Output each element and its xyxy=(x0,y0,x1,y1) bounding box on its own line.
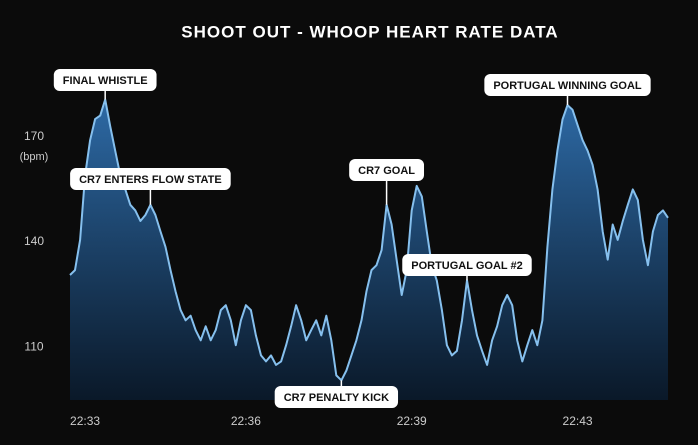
annotation-box xyxy=(484,74,651,96)
annotation-box xyxy=(274,386,399,408)
annotation-text: CR7 GOAL xyxy=(358,165,415,177)
annotation: CR7 PENALTY KICK xyxy=(274,386,399,408)
annotation-text: PORTUGAL GOAL #2 xyxy=(411,260,522,272)
annotation-box xyxy=(53,69,157,91)
annotation: CR7 ENTERS FLOW STATE xyxy=(70,168,231,190)
annotation-text: CR7 PENALTY KICK xyxy=(284,392,389,404)
y-tick-label: 170 xyxy=(24,129,44,143)
annotation: FINAL WHISTLE xyxy=(53,69,157,91)
x-tick-label: 22:33 xyxy=(70,414,100,428)
annotation-box xyxy=(402,254,532,276)
area-fill xyxy=(70,99,668,400)
annotation: CR7 GOAL xyxy=(349,159,425,181)
annotation: PORTUGAL WINNING GOAL xyxy=(484,74,651,96)
annotation-text: PORTUGAL WINNING GOAL xyxy=(493,80,642,92)
annotation-box xyxy=(349,159,425,181)
annotation-text: CR7 ENTERS FLOW STATE xyxy=(79,174,222,186)
x-tick-label: 22:36 xyxy=(231,414,261,428)
annotation-box xyxy=(70,168,231,190)
x-tick-label: 22:39 xyxy=(397,414,427,428)
x-tick-label: 22:43 xyxy=(563,414,593,428)
annotation-text: FINAL WHISTLE xyxy=(63,75,148,87)
annotation: PORTUGAL GOAL #2 xyxy=(402,254,532,276)
y-tick-label: 140 xyxy=(24,234,44,248)
heart-rate-line xyxy=(69,98,669,382)
y-axis-label: (bpm) xyxy=(20,151,49,163)
chart-title: SHOOT OUT - WHOOP HEART RATE DATA xyxy=(181,22,558,41)
y-tick-label: 110 xyxy=(24,340,43,354)
